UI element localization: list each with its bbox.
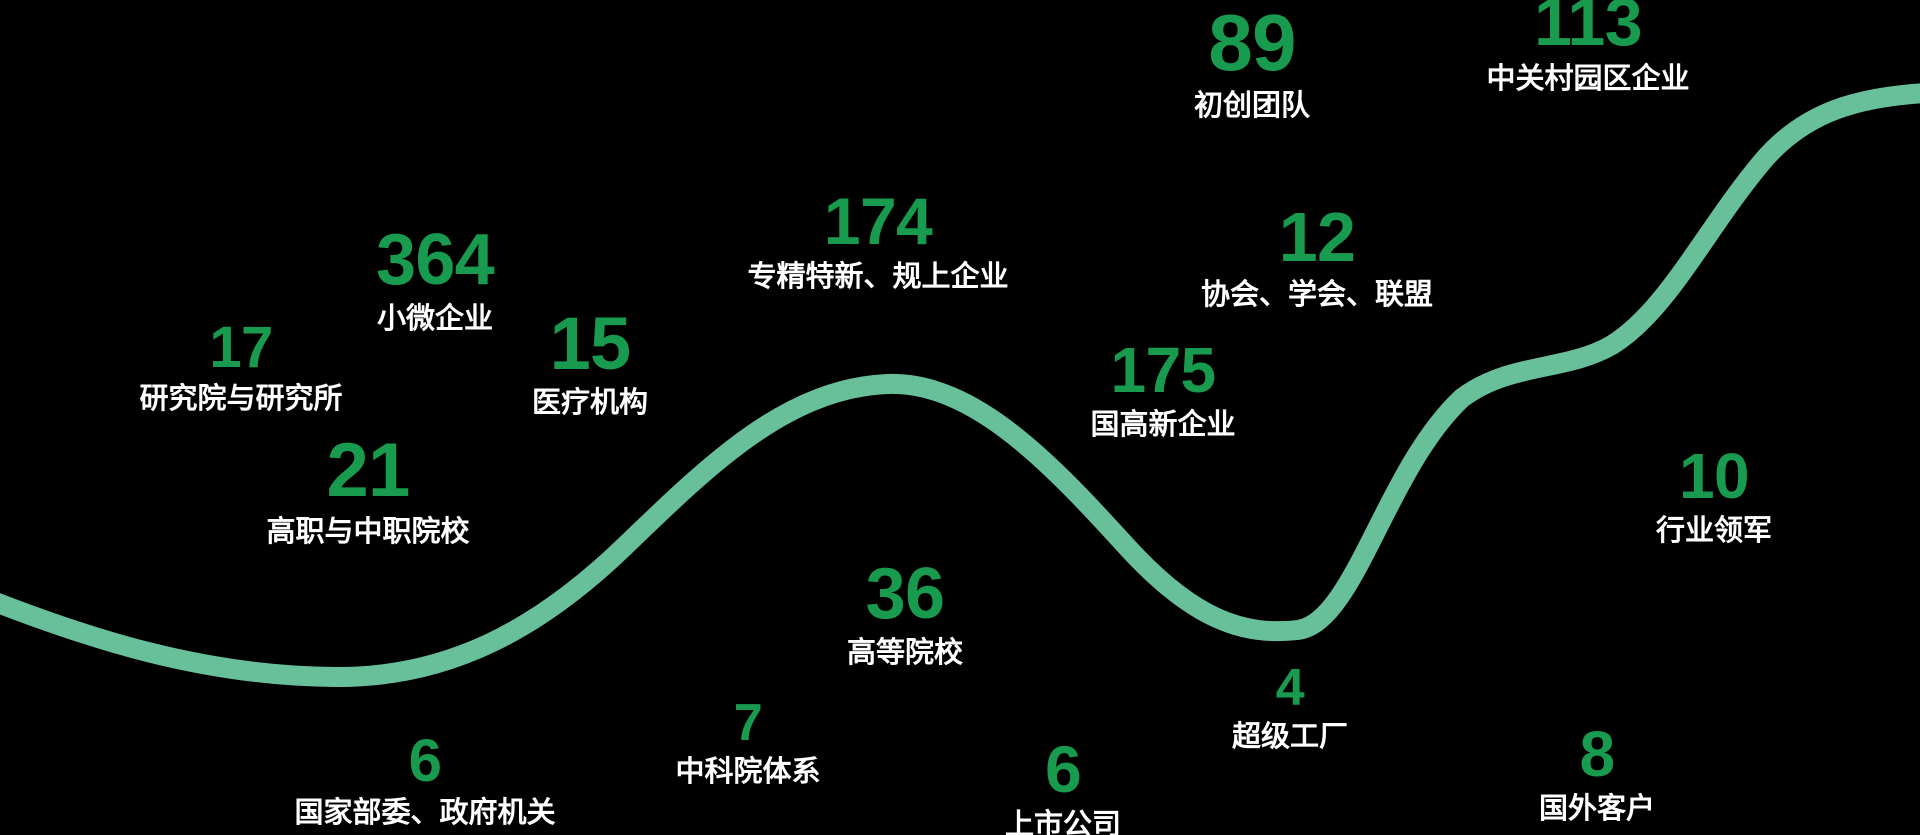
- stat-zgc-park-enterprises: 113 中关村园区企业: [1486, 0, 1689, 97]
- stat-label: 高职与中职院校: [266, 515, 470, 548]
- stat-label: 国外客户: [1538, 793, 1656, 826]
- stat-value: 364: [376, 220, 495, 300]
- stat-super-factories: 4 超级工厂: [1231, 659, 1349, 754]
- stat-ministries-government: 6 国家部委、政府机关: [294, 730, 555, 831]
- stat-vocational-colleges: 21 高职与中职院校: [266, 432, 469, 549]
- stat-value: 12: [1278, 198, 1356, 276]
- stat-value: 7: [733, 694, 763, 752]
- stat-small-micro-enterprises: 364 小微企业: [376, 220, 495, 337]
- stat-label: 中科院体系: [675, 756, 821, 789]
- stat-value: 4: [1275, 659, 1305, 717]
- stat-value: 175: [1110, 334, 1217, 406]
- stat-label: 国家部委、政府机关: [294, 797, 556, 830]
- stat-value: 113: [1534, 0, 1642, 60]
- stat-label: 专精特新、规上企业: [747, 261, 1009, 294]
- stat-research-institutes: 17 研究院与研究所: [139, 318, 342, 417]
- stat-value: 6: [1044, 732, 1082, 806]
- stat-value: 10: [1679, 440, 1750, 512]
- flow-curve-path: [0, 83, 1920, 688]
- stat-label: 中关村园区企业: [1486, 63, 1690, 96]
- stat-national-hightech: 175 国高新企业: [1090, 334, 1236, 443]
- stat-label: 初创团队: [1193, 89, 1311, 122]
- stat-label: 医疗机构: [531, 387, 649, 420]
- stat-value: 8: [1579, 718, 1616, 790]
- stat-value: 174: [823, 184, 933, 258]
- stat-cas-system: 7 中科院体系: [675, 694, 821, 789]
- stat-label: 高等院校: [846, 637, 964, 670]
- stat-industry-leaders: 10 行业领军: [1655, 440, 1773, 549]
- stat-label: 超级工厂: [1231, 721, 1349, 754]
- stat-label: 研究院与研究所: [139, 383, 343, 416]
- stat-listed-companies: 6 上市公司: [1004, 732, 1122, 835]
- stat-value: 36: [865, 554, 945, 634]
- stat-label: 上市公司: [1004, 809, 1122, 835]
- stat-associations-alliances: 12 协会、学会、联盟: [1200, 198, 1434, 313]
- stat-srdi-enterprises: 174 专精特新、规上企业: [747, 184, 1009, 295]
- stat-universities: 36 高等院校: [846, 554, 964, 671]
- stat-value: 15: [549, 302, 632, 385]
- stat-value: 21: [326, 428, 410, 513]
- stat-value: 6: [408, 727, 442, 794]
- stat-label: 国高新企业: [1090, 409, 1236, 442]
- stat-label: 小微企业: [376, 303, 494, 336]
- stat-startup-teams: 89 初创团队: [1194, 2, 1310, 123]
- stat-overseas-clients: 8 国外客户: [1538, 718, 1656, 827]
- stat-medical-institutions: 15 医疗机构: [532, 306, 648, 421]
- stat-value: 89: [1208, 0, 1296, 87]
- stat-label: 行业领军: [1655, 515, 1773, 548]
- stat-label: 协会、学会、联盟: [1200, 279, 1434, 312]
- stat-value: 17: [209, 315, 273, 380]
